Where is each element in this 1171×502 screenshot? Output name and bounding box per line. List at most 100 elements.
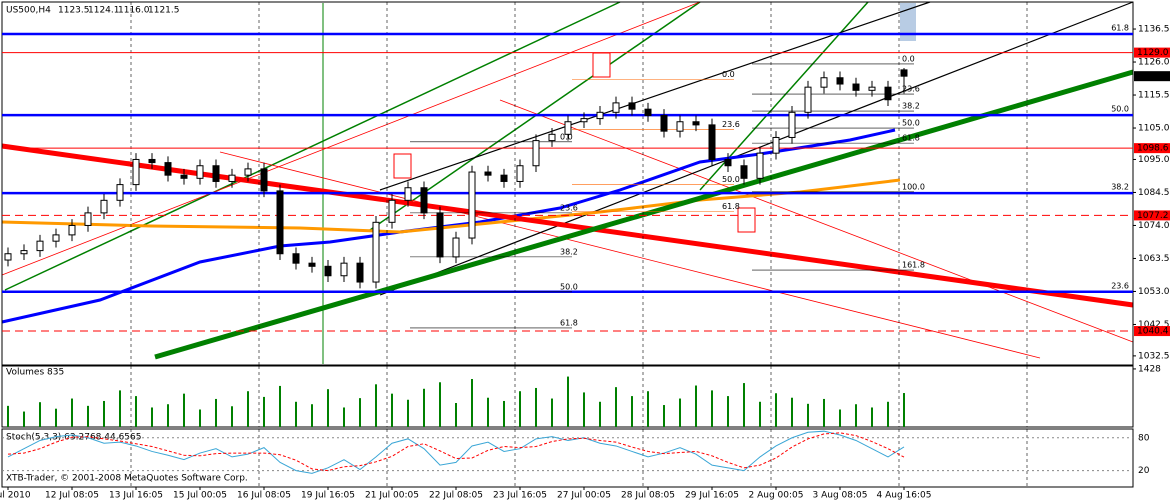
y-tick-label: 80 <box>1138 433 1150 443</box>
price-tag-label: 1121.5 <box>1137 72 1169 82</box>
fib-label: 23.6 <box>560 203 578 212</box>
volume-bar <box>583 392 585 427</box>
price-tag <box>1134 47 1170 58</box>
candle-body <box>772 136 780 154</box>
x-tick-label: 2 Aug 00:05 <box>749 491 804 501</box>
candle-body <box>212 165 220 182</box>
x-tick-label: 21 Jul 00:05 <box>365 491 419 501</box>
candle-body <box>740 165 748 179</box>
y-tick-label: 1063.5 <box>1138 254 1170 264</box>
candle-body <box>68 224 76 236</box>
candle-body <box>516 165 524 182</box>
volume-bar <box>695 385 697 427</box>
volume-bar <box>855 404 857 427</box>
candle-body <box>116 184 124 201</box>
volume-bar <box>119 390 121 427</box>
volume-bar <box>567 376 569 427</box>
price-tag-label: 1098.6 <box>1137 144 1169 154</box>
fib-level-label: 23.6 <box>1111 281 1129 290</box>
y-tick-label: 1136.5 <box>1138 25 1170 35</box>
fib-label: 100.0 <box>902 182 925 191</box>
volume-bar <box>375 384 377 427</box>
candle-body <box>756 152 764 179</box>
fib-label: 23.6 <box>722 120 740 129</box>
trend-line <box>219 151 1041 359</box>
y-tick-label: 1126.0 <box>1138 58 1170 68</box>
footer: XTB-Trader, © 2001-2008 MetaQuotes Softw… <box>6 474 248 484</box>
volume-bar <box>455 403 457 427</box>
candle-body <box>84 212 92 226</box>
price-tag-label: 1077.2 <box>1137 211 1169 221</box>
candle-body <box>292 253 300 264</box>
price-tag-label: 1040.4 <box>1137 327 1169 337</box>
candle-body <box>356 262 364 283</box>
volume-bar <box>647 391 649 427</box>
volume-bar <box>775 393 777 427</box>
x-tick-label: 27 Jul 00:05 <box>557 491 611 501</box>
volume-bar <box>359 398 361 427</box>
candle-body <box>532 140 540 167</box>
volume-bar <box>215 398 217 427</box>
trend-line-thick <box>1 143 1134 308</box>
candle-body <box>836 77 844 85</box>
header-value: 1124.1 <box>88 6 120 16</box>
trend-line <box>4 1 621 291</box>
fib-label: 0.0 <box>722 70 735 79</box>
trend-line <box>1 1 701 276</box>
fib-label: 38.2 <box>560 247 578 256</box>
volume-bar <box>391 393 393 427</box>
volume-bar <box>183 393 185 427</box>
fib-level-label: 38.2 <box>1111 183 1129 192</box>
y-tick-label: 1428 <box>1138 364 1161 374</box>
candle-body <box>804 86 812 113</box>
candle-body <box>468 171 476 239</box>
candle-body <box>244 168 252 176</box>
volume-bar <box>407 399 409 427</box>
stoch-panel-border <box>1 428 1134 488</box>
fib-label: 0.0 <box>902 54 915 63</box>
x-tick-label: 4 Aug 16:05 <box>877 491 932 501</box>
candle-body <box>132 158 140 186</box>
price-tag <box>1134 326 1170 337</box>
price-tag <box>1134 71 1170 82</box>
x-tick-label: 23 Jul 16:05 <box>493 491 547 501</box>
volume-bar <box>631 396 633 427</box>
header-value: 1121.5 <box>148 6 180 16</box>
candle-body <box>452 237 460 258</box>
candle-body <box>52 234 60 242</box>
price-tag <box>1134 143 1170 154</box>
candle-body <box>612 102 620 113</box>
candle-body <box>228 174 236 182</box>
candle-body <box>788 111 796 138</box>
candle-body <box>868 86 876 91</box>
candle-body <box>564 121 572 135</box>
y-tick-label: 1084.5 <box>1138 188 1170 198</box>
volume-bar <box>279 385 281 427</box>
candle-body <box>852 83 860 91</box>
fib-label: 0.0 <box>560 132 573 141</box>
fib-label: 61.8 <box>560 318 578 327</box>
panel-title: Volumes 835 <box>6 368 64 378</box>
x-tick-label: 9 Jul 2010 <box>0 491 31 501</box>
volume-bar <box>151 407 153 427</box>
candle-body <box>420 187 428 214</box>
volume-bar <box>791 397 793 427</box>
volume-bar <box>55 408 57 427</box>
y-tick-label: 1105.0 <box>1138 124 1170 134</box>
fib-label: 38.2 <box>902 102 920 111</box>
candle-body <box>308 262 316 267</box>
candle-body <box>724 158 732 167</box>
main-panel-border <box>1 1 1134 366</box>
candle-body <box>20 250 28 255</box>
fib-label: 161.8 <box>902 261 925 270</box>
volume-bar <box>727 396 729 427</box>
volume-bar <box>711 390 713 427</box>
volume-bar <box>231 406 233 427</box>
fib-label: 61.8 <box>722 202 740 211</box>
volume-bar <box>263 396 265 427</box>
candle-body <box>404 187 412 201</box>
volume-bar <box>519 391 521 427</box>
x-tick-label: 28 Jul 08:05 <box>621 491 675 501</box>
